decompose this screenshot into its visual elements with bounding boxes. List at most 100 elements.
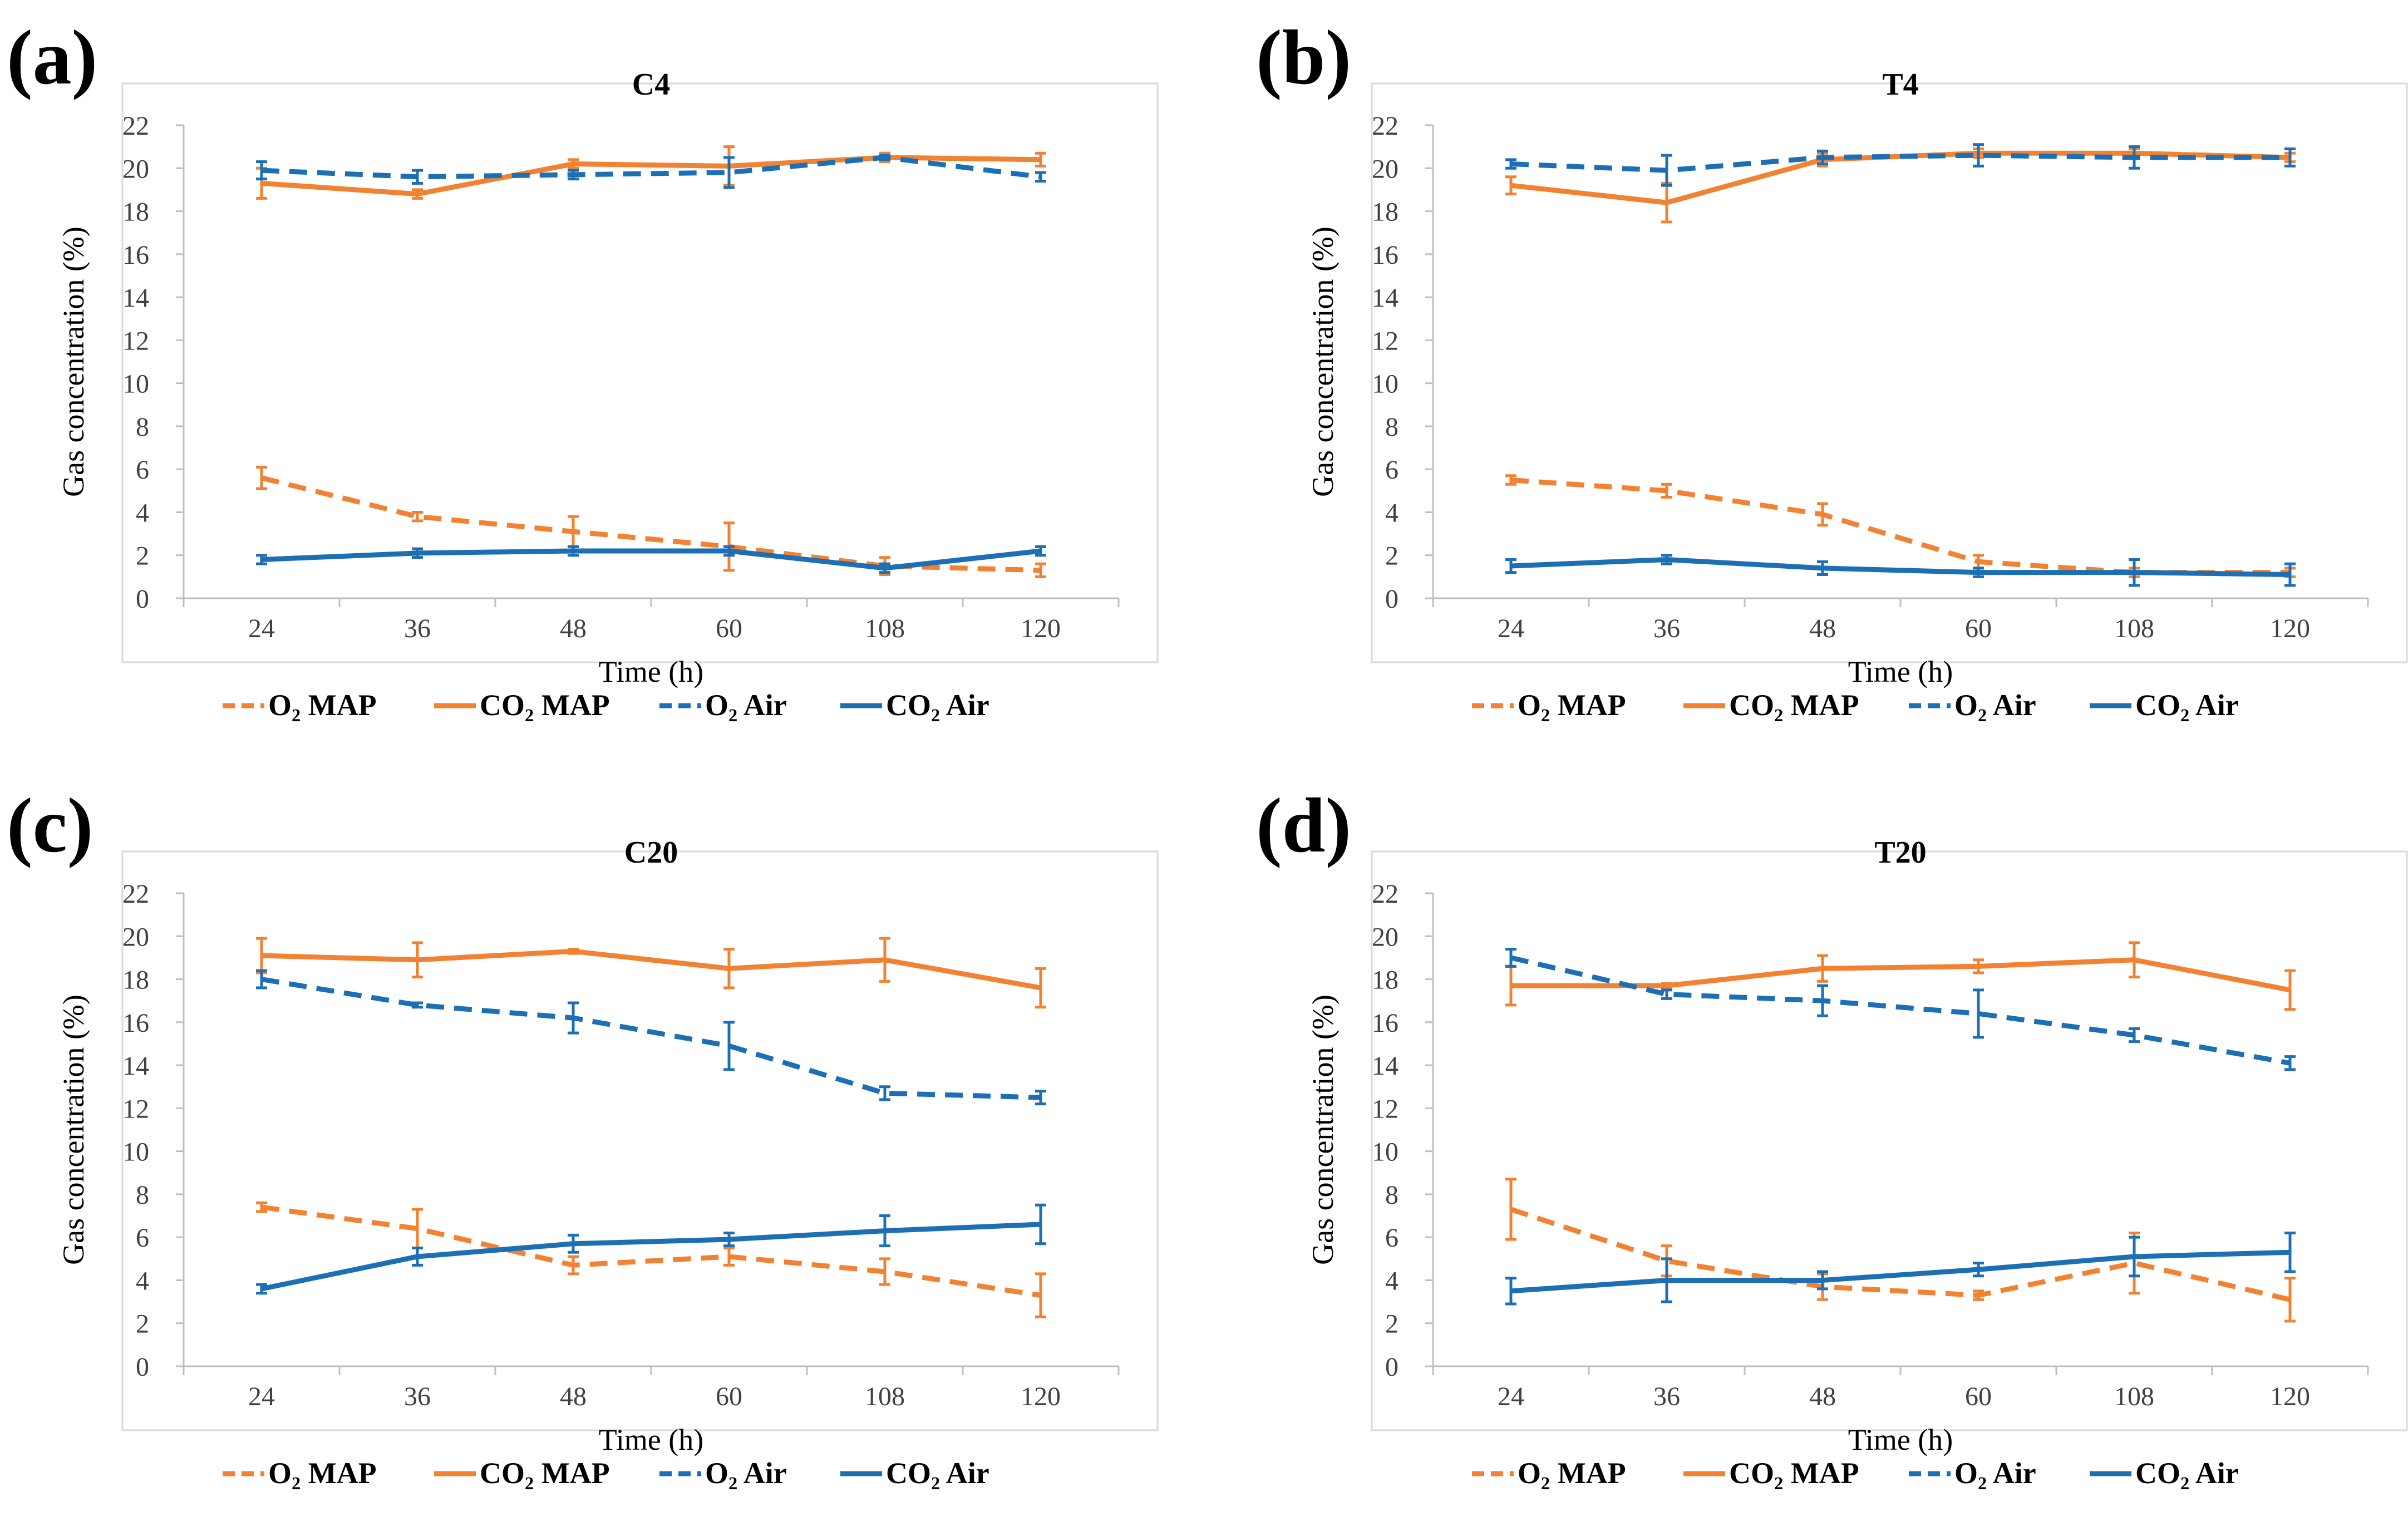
series-line [1510,152,2290,173]
data-point [261,477,262,479]
series-line [261,155,1041,197]
data-point [2289,1299,2291,1301]
chart-title: C4 [632,67,670,102]
x-tick-label: 108 [2114,1382,2154,1411]
panel-label: (a) [7,14,97,101]
data-point [2134,1035,2135,1036]
data-point [1978,155,1979,156]
y-tick-label: 6 [136,455,149,485]
x-tick-label: 108 [865,1382,905,1411]
y-tick-label: 2 [136,1310,149,1339]
legend-item: O₂ MAP [223,1456,377,1490]
x-tick-label: 48 [560,1382,587,1411]
series-2 [256,969,1046,1106]
x-tick-label: 24 [248,614,275,643]
y-tick-label: 8 [1385,412,1398,442]
data-point [1040,987,1041,988]
data-point [2134,156,2135,158]
y-tick-label: 16 [1372,240,1398,270]
legend-label: O₂ MAP [268,1456,377,1490]
legend-label: O₂ MAP [1518,688,1626,722]
y-tick-label: 16 [1372,1008,1398,1038]
data-point [1978,1269,1979,1271]
data-point [2289,574,2291,575]
y-tick-label: 22 [1372,111,1398,141]
data-point [2289,989,2291,991]
y-tick-label: 2 [1385,541,1398,571]
data-point [1978,572,1979,573]
y-tick-label: 20 [122,154,149,184]
data-point [884,1092,885,1094]
y-tick-label: 10 [1372,370,1398,399]
data-point [1978,966,1979,967]
legend-label: CO₂ Air [886,1456,989,1490]
data-point [1510,957,1511,958]
legend-label: O₂ Air [1954,688,2036,722]
data-point [573,550,574,552]
x-tick-label: 120 [2270,1382,2310,1411]
data-point [1510,1290,1511,1292]
x-tick-label: 36 [404,614,431,643]
data-point [1822,1000,1823,1002]
x-tick-label: 120 [2270,614,2310,643]
x-tick-label: 48 [1809,1382,1836,1411]
legend-label: O₂ MAP [1518,1456,1626,1490]
x-tick-label: 60 [716,1382,742,1411]
y-tick-label: 12 [122,1094,149,1124]
data-point [261,1288,262,1289]
data-point [884,156,885,158]
data-point [2134,1256,2135,1257]
series-3 [256,545,1046,574]
data-point [2289,1252,2291,1253]
series-line [261,548,1041,571]
x-tick-label: 60 [1965,1382,1992,1411]
x-tick-label: 24 [1498,1382,1524,1411]
y-tick-label: 22 [122,879,149,909]
y-tick-label: 10 [1372,1138,1398,1167]
data-point [884,567,885,569]
y-tick-label: 2 [1385,1310,1398,1339]
legend-item: O₂ Air [1909,1456,2036,1490]
data-point [2134,572,2135,573]
data-point [1040,569,1041,571]
y-tick-label: 14 [122,283,149,313]
y-tick-label: 8 [136,1180,149,1210]
data-point [2289,156,2291,158]
y-tick-label: 18 [122,198,149,227]
series-line [1510,1249,2291,1294]
panel-label: (c) [7,782,93,869]
data-point [573,1264,574,1266]
data-point [1040,1294,1041,1296]
data-point [417,1228,418,1229]
data-point [1822,567,1823,569]
data-point [417,1004,418,1006]
y-tick-label: 4 [136,1266,149,1296]
series-0 [256,1201,1046,1318]
data-point [1978,1294,1979,1296]
legend-item: CO₂ MAP [434,1456,610,1490]
data-point [573,531,574,533]
y-axis-title: Gas concentration (%) [57,995,90,1265]
chart-frame [121,82,1159,663]
y-tick-label: 2 [136,541,149,571]
x-tick-label: 60 [1965,614,1992,643]
y-tick-label: 20 [1372,154,1398,184]
data-point [417,176,418,178]
data-point [261,170,262,171]
data-point [1978,1013,1979,1015]
data-point [1510,163,1511,165]
series-3 [256,1203,1046,1295]
y-tick-label: 6 [1385,1223,1398,1253]
chart-frame [121,850,1159,1431]
legend-item: O₂ MAP [1472,1456,1626,1490]
data-point [728,1239,730,1240]
x-tick-label: 36 [404,1382,431,1411]
legend-item: CO₂ MAP [434,688,610,722]
data-point [1822,968,1823,969]
data-point [728,968,730,969]
y-tick-label: 8 [1385,1180,1398,1210]
x-axis-title: Time (h) [1848,655,1953,688]
